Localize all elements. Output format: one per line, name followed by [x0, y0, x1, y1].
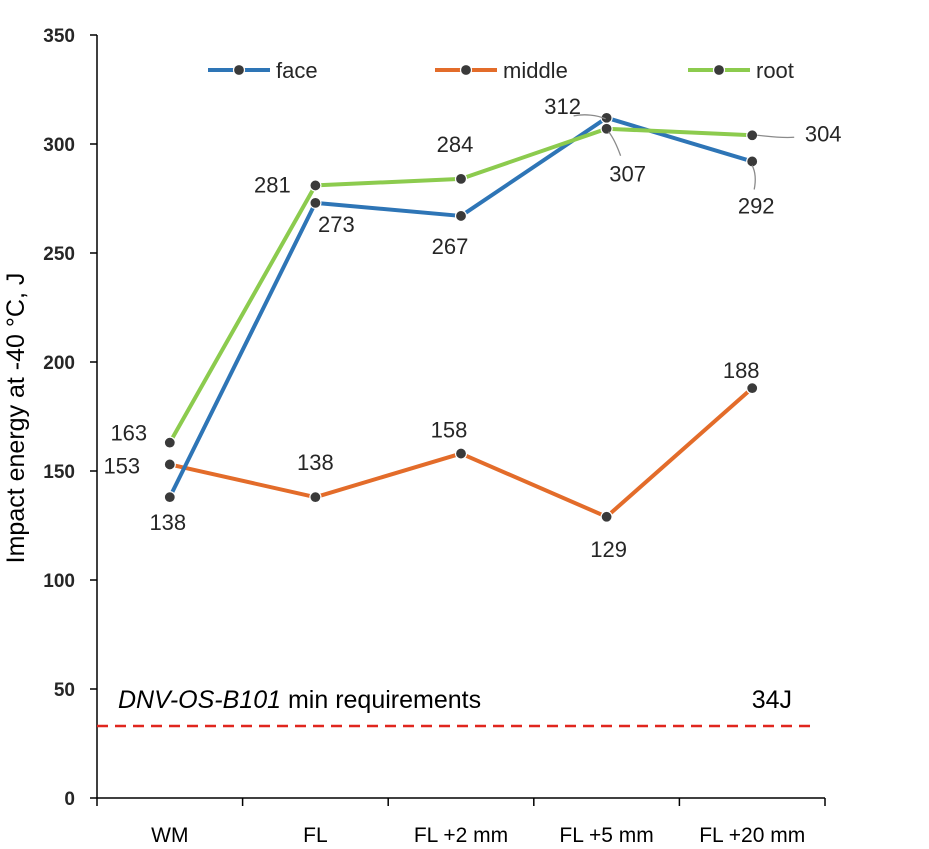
data-point-middle [746, 382, 759, 395]
data-label-face: 312 [544, 94, 581, 119]
data-point-face [309, 196, 322, 209]
data-point-face [163, 491, 176, 504]
data-label-middle: 138 [297, 450, 334, 475]
y-tick-label: 250 [43, 244, 75, 265]
data-point-root [746, 129, 759, 142]
leader-line [573, 114, 606, 120]
legend-label-root: root [756, 58, 794, 83]
data-label-face: 273 [318, 212, 355, 237]
data-point-face [746, 155, 759, 168]
data-label-middle: 188 [723, 358, 760, 383]
data-label-face: 138 [149, 510, 186, 535]
x-category-label: FL +2 mm [414, 824, 508, 847]
y-tick-label: 50 [54, 680, 75, 701]
legend-label-middle: middle [503, 58, 568, 83]
y-tick-label: 300 [43, 135, 75, 156]
legend-marker-root [712, 63, 726, 77]
data-label-root: 304 [805, 121, 842, 146]
leader-line [751, 165, 756, 190]
data-point-root [163, 436, 176, 449]
data-point-face [454, 209, 468, 223]
data-label-face: 267 [432, 234, 469, 259]
reference-label-standard: DNV-OS-B101 [118, 686, 281, 714]
data-point-root [454, 172, 468, 185]
data-label-root: 281 [254, 172, 291, 197]
data-label-root: 284 [437, 132, 474, 157]
data-label-face: 292 [738, 193, 775, 218]
data-label-middle: 129 [590, 537, 627, 562]
x-category-label: WM [151, 824, 188, 847]
y-tick-label: 200 [43, 353, 75, 374]
legend: face middle root [208, 58, 794, 83]
leader-line [608, 131, 622, 156]
reference-label-text: min requirements [281, 686, 481, 714]
legend-marker-face [232, 63, 246, 77]
x-category-label: FL [303, 824, 328, 847]
y-tick-label: 0 [64, 789, 75, 810]
series-group: 138 273 267 312 292 153 138 158 129 188 163 281 284 3… [103, 94, 841, 562]
legend-label-face: face [276, 58, 318, 83]
y-tick-label: 350 [43, 26, 75, 47]
data-label-root: 307 [609, 162, 646, 187]
data-label-middle: 158 [431, 418, 468, 443]
reference-line-group: DNV-OS-B101 min requirements 34J [97, 686, 815, 728]
data-label-root: 163 [110, 421, 147, 446]
reference-label: DNV-OS-B101 min requirements [118, 686, 481, 714]
data-point-middle [309, 491, 322, 504]
y-tick-label: 100 [43, 571, 75, 592]
data-point-root [600, 122, 613, 135]
y-axis-title: Impact energy at -40 °C, J [2, 273, 30, 564]
data-point-middle [163, 458, 176, 471]
data-point-root [309, 179, 322, 192]
data-point-middle [454, 447, 468, 460]
y-tick-label: 150 [43, 462, 75, 483]
x-category-label: FL +5 mm [559, 824, 653, 847]
legend-marker-middle [459, 63, 473, 77]
x-category-label: FL +20 mm [699, 824, 805, 847]
reference-value-label: 34J [752, 686, 792, 714]
leader-line [757, 134, 795, 139]
data-label-middle: 153 [103, 453, 140, 478]
axes: 0 50 100 150 200 250 300 350 WM FL FL +2 mm FL +5 m… [43, 26, 826, 847]
data-point-middle [600, 510, 613, 523]
